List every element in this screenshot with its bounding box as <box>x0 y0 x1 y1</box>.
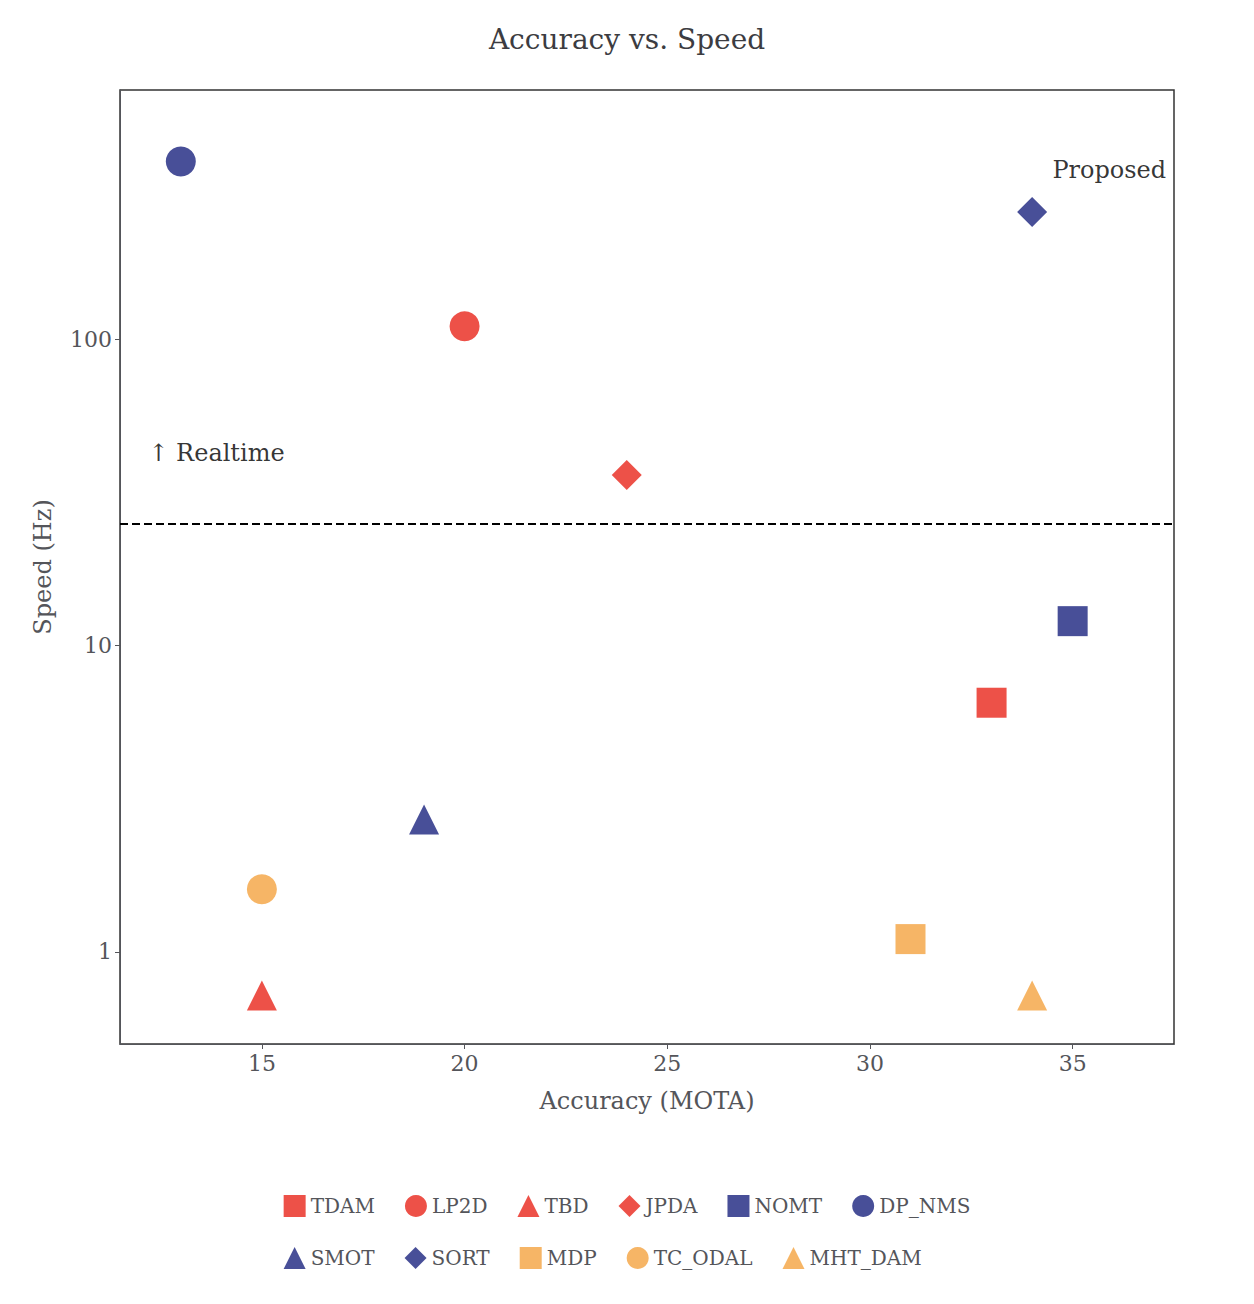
svg-text:↑ Realtime: ↑ Realtime <box>148 439 284 467</box>
svg-text:15: 15 <box>248 1051 276 1076</box>
svg-text:Speed (Hz): Speed (Hz) <box>29 499 57 635</box>
svg-text:MDP: MDP <box>547 1246 597 1270</box>
svg-text:JPDA: JPDA <box>644 1194 699 1218</box>
svg-text:TC_ODAL: TC_ODAL <box>654 1246 753 1270</box>
svg-text:MHT_DAM: MHT_DAM <box>809 1246 921 1270</box>
svg-text:100: 100 <box>70 327 112 352</box>
svg-text:1: 1 <box>98 939 112 964</box>
svg-text:TBD: TBD <box>544 1194 588 1218</box>
svg-text:DP_NMS: DP_NMS <box>879 1194 970 1218</box>
svg-text:Accuracy vs. Speed: Accuracy vs. Speed <box>488 23 765 56</box>
svg-text:SMOT: SMOT <box>311 1246 376 1270</box>
svg-text:20: 20 <box>451 1051 479 1076</box>
svg-text:LP2D: LP2D <box>432 1194 488 1218</box>
svg-text:35: 35 <box>1059 1051 1087 1076</box>
svg-text:NOMT: NOMT <box>754 1194 822 1218</box>
svg-text:TDAM: TDAM <box>311 1194 375 1218</box>
svg-text:Accuracy (MOTA): Accuracy (MOTA) <box>538 1087 754 1115</box>
svg-text:SORT: SORT <box>432 1246 491 1270</box>
svg-text:30: 30 <box>856 1051 884 1076</box>
svg-text:Proposed: Proposed <box>1052 156 1166 184</box>
svg-text:10: 10 <box>84 633 112 658</box>
svg-text:25: 25 <box>653 1051 681 1076</box>
